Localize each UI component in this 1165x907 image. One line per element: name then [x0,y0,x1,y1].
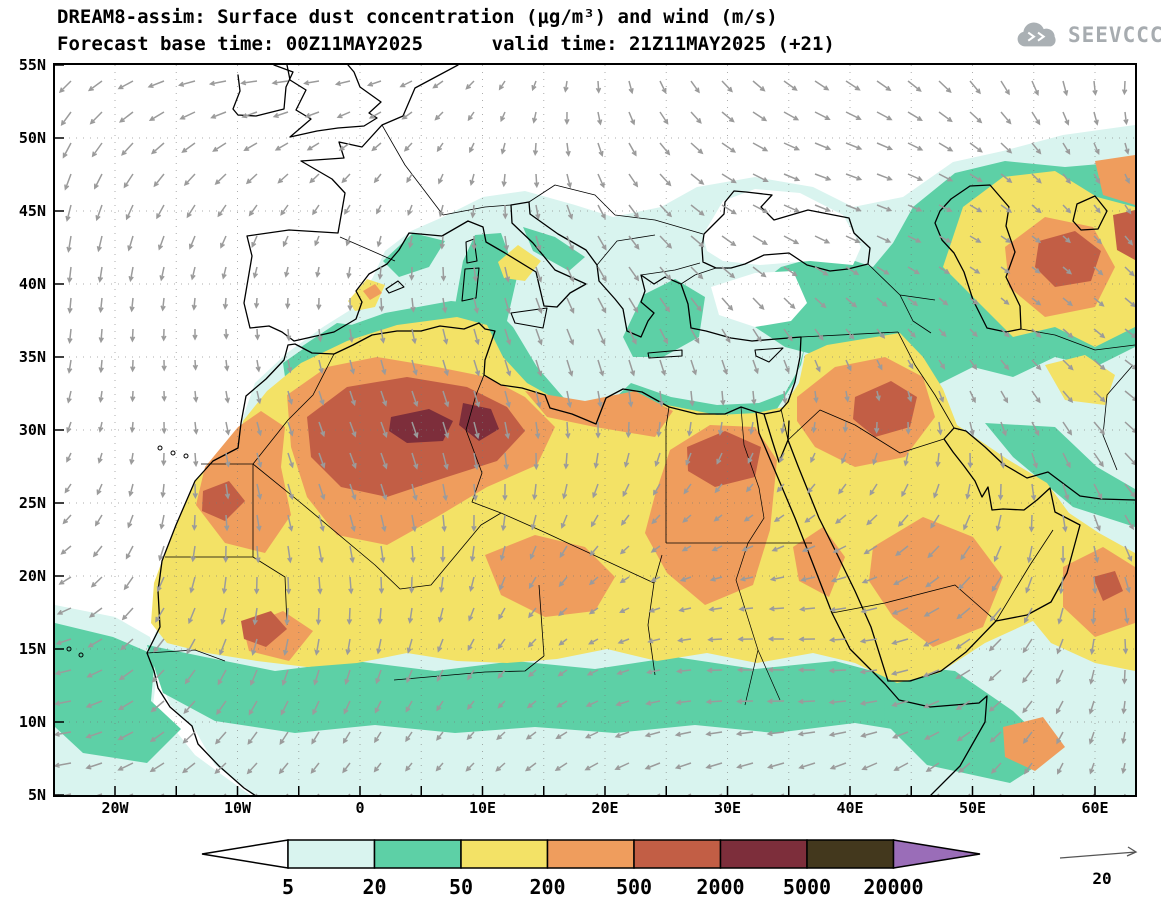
legend-value: 2000 [696,875,744,899]
lon-label: 50E [958,799,987,817]
lon-label: 10W [223,799,252,817]
dust-fill-layer [55,125,1135,795]
lat-label: 45N [18,202,46,220]
longitude-axis: 20W 10W 0 10E 20E 30E 40E 50E 60E [55,799,1135,821]
chart-header: DREAM8-assim: Surface dust concentration… [57,4,835,58]
lat-label: 50N [18,129,46,147]
island-sardinia [461,267,480,302]
seevccc-logo: SEEVCCC [1012,18,1164,52]
lon-label: 30E [713,799,742,817]
legend-value: 20 [362,875,386,899]
island-capeverde-1 [66,646,72,652]
lon-label: 60E [1081,799,1109,817]
legend-value: 500 [616,875,652,899]
legend-value: 5000 [783,875,831,899]
lat-label: 30N [18,421,46,439]
lon-label: 0 [355,799,365,817]
island-canary-2 [170,450,176,456]
coastline-africa-europe [146,65,802,795]
island-cyprus [754,347,784,363]
coastline-ireland [232,65,294,117]
wind-reference-arrow: 20 [1059,846,1138,888]
lat-label: 40N [18,275,46,293]
lon-label: 10E [468,799,497,817]
coastline-britain [286,65,382,138]
latitude-axis: 55N 50N 45N 40N 35N 30N 25N 20N 15N 10N 5N [2,56,50,804]
dust-map [55,65,1135,795]
lon-label: 40E [836,799,864,817]
legend-value: 5 [282,875,294,899]
wind-reference: 20 [1050,838,1160,896]
lat-label: 5N [27,786,46,804]
chart-subtitle: Forecast base time: 00Z11MAY2025 valid t… [57,33,835,55]
coastline-black-sea [701,190,871,272]
axis-ticks [55,65,1096,795]
island-crete [647,349,683,359]
lat-label: 55N [18,56,46,74]
map-panel [53,63,1137,797]
island-canary-1 [157,445,163,451]
country-borders [146,124,1135,681]
legend-value: 50 [449,875,473,899]
lat-label: 15N [18,640,46,658]
lat-label: 25N [18,494,46,512]
island-capeverde-2 [78,652,84,658]
coastline-redsea-africa [755,411,988,795]
wind-reference-label: 20 [1092,869,1111,888]
island-canary-3 [183,453,189,459]
island-sicily [510,307,548,329]
logo-text: SEEVCCC [1068,23,1164,47]
cloud-icon [1017,22,1056,47]
wind-arrows-layer [55,79,1135,795]
island-mallorca [385,280,405,294]
color-legend: 5 20 50 200 500 2000 5000 20000 [196,836,996,902]
legend-colorbar: 5 20 50 200 500 2000 5000 20000 [201,839,981,899]
coastline-caspian [934,184,1022,333]
lon-label: 20W [101,799,129,817]
lat-label: 10N [18,713,46,731]
legend-value: 20000 [863,875,923,899]
lat-label: 20N [18,567,46,585]
chart-title: DREAM8-assim: Surface dust concentration… [57,6,778,28]
coastline-aral [1072,195,1108,231]
lat-label: 35N [18,348,46,366]
legend-value: 200 [529,875,565,899]
lon-label: 20E [591,799,619,817]
